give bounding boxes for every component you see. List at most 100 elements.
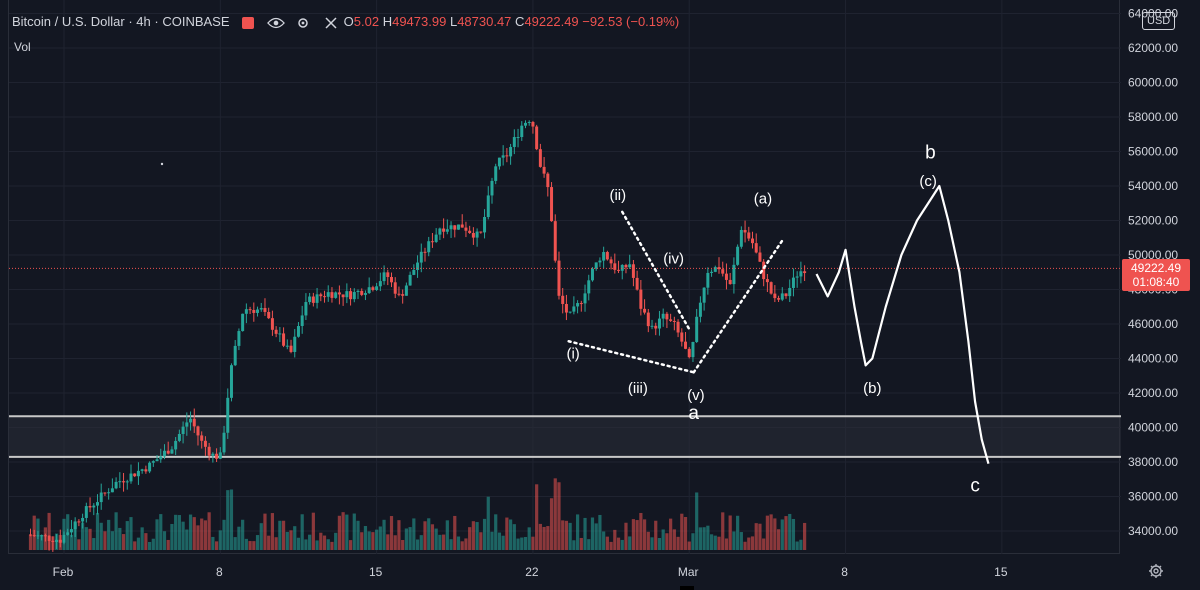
candle [151, 461, 155, 463]
candle [546, 173, 550, 188]
candle [222, 432, 226, 453]
volume-bar [442, 534, 446, 550]
volume-bar [717, 536, 721, 550]
volume-bar [594, 523, 598, 550]
candle [669, 319, 673, 321]
volume-bar [616, 537, 621, 550]
volume-bar [624, 522, 628, 550]
volume-bar [226, 490, 230, 550]
eye-icon[interactable] [266, 16, 285, 30]
interval-label[interactable]: 4h [136, 14, 151, 29]
volume-bar [509, 519, 513, 550]
time-tick-label: Mar [678, 565, 699, 579]
candle [69, 529, 73, 533]
volume-bar [118, 527, 122, 550]
volume-bar [103, 531, 107, 550]
chart-pane[interactable]: (i) (ii) (iii) (iv) (v) a (a) (b) b (c) c [8, 0, 1121, 554]
candle [643, 308, 647, 313]
candle [795, 276, 799, 278]
settings-icon[interactable] [294, 16, 312, 30]
candle [739, 229, 743, 247]
volume-bar [791, 518, 796, 550]
time-scale[interactable]: Feb 8 15 22 Mar 8 15 [8, 556, 1120, 590]
candle [207, 446, 211, 456]
volume-bar [427, 518, 431, 550]
volume-bar [308, 534, 312, 550]
symbol-legend: Bitcoin / U.S. Dollar · 4h · COINBASE O5… [12, 14, 680, 30]
candle [799, 271, 803, 277]
candle [483, 217, 487, 233]
volume-bar [404, 528, 408, 550]
candle [695, 316, 699, 342]
price-tick-label: 58000.00 [1128, 110, 1178, 124]
low-value: 48730.47 [457, 14, 512, 29]
candlestick-chart[interactable]: (i) (ii) (iii) (iv) (v)a (a) (b) b (c) c [9, 0, 1121, 554]
change-value: −92.53 (−0.19%) [582, 14, 680, 29]
volume-bar [408, 527, 412, 550]
candle [166, 450, 170, 454]
candle [81, 517, 85, 522]
candle [468, 230, 472, 234]
volume-bar [646, 531, 650, 550]
volume-bar [672, 529, 676, 550]
volume-bar [133, 541, 137, 550]
candle [345, 291, 349, 298]
price-tick-label: 56000.00 [1128, 145, 1178, 159]
candle [780, 293, 784, 300]
volume-bar [724, 538, 729, 550]
volume-bar [337, 515, 342, 550]
volume-bar [252, 541, 256, 550]
volume-bar [590, 517, 595, 550]
candle [367, 287, 371, 294]
price-tick-label: 34000.00 [1128, 524, 1178, 538]
candle [803, 271, 807, 274]
volume-legend[interactable]: Vol [14, 40, 31, 54]
scroll-indicator [680, 586, 694, 590]
candle [390, 276, 394, 283]
volume-bar [378, 526, 382, 550]
candle [702, 287, 706, 303]
price-scale[interactable]: 34000.00 36000.00 38000.00 40000.00 42000.00… [1120, 0, 1200, 556]
volume-bar [572, 540, 576, 550]
candle [576, 303, 580, 307]
price-axis[interactable]: 34000.00 36000.00 38000.00 40000.00 42000.00… [1120, 0, 1200, 556]
candle [475, 231, 479, 238]
volume-bar [73, 522, 77, 550]
time-axis[interactable]: Feb 8 15 22 Mar 8 15 [8, 556, 1120, 590]
gear-icon[interactable] [1148, 563, 1164, 579]
candle [434, 234, 438, 242]
symbol-name[interactable]: Bitcoin / U.S. Dollar [12, 14, 125, 29]
close-icon[interactable] [322, 16, 340, 30]
volume-bar [147, 541, 152, 550]
candle [95, 502, 99, 506]
volume-bar [561, 520, 565, 550]
candle [233, 345, 237, 366]
candle [724, 273, 728, 280]
candle [419, 251, 423, 263]
volume-bar [177, 515, 181, 550]
candle [438, 228, 442, 235]
volume-bar [162, 531, 167, 550]
volume-bar [54, 533, 59, 550]
candle [371, 287, 375, 290]
price-tick-label: 44000.00 [1128, 352, 1178, 366]
candle [516, 137, 520, 139]
candle [598, 260, 602, 263]
volume-bar [758, 523, 762, 550]
volume-bar [438, 534, 442, 550]
currency-badge[interactable]: USD [1142, 12, 1176, 30]
candle [631, 264, 635, 278]
price-tick-label: 62000.00 [1128, 41, 1178, 55]
candle [103, 492, 107, 494]
volume-bar [88, 528, 92, 550]
volume-bar [81, 522, 85, 550]
candle [401, 294, 405, 296]
time-tick-label: 15 [369, 565, 383, 579]
candle [535, 126, 539, 150]
volume-bar [241, 519, 245, 550]
volume-bar [166, 539, 170, 550]
candle [617, 269, 621, 271]
candle [237, 331, 241, 346]
candle [360, 290, 364, 295]
volume-bar [706, 525, 710, 550]
